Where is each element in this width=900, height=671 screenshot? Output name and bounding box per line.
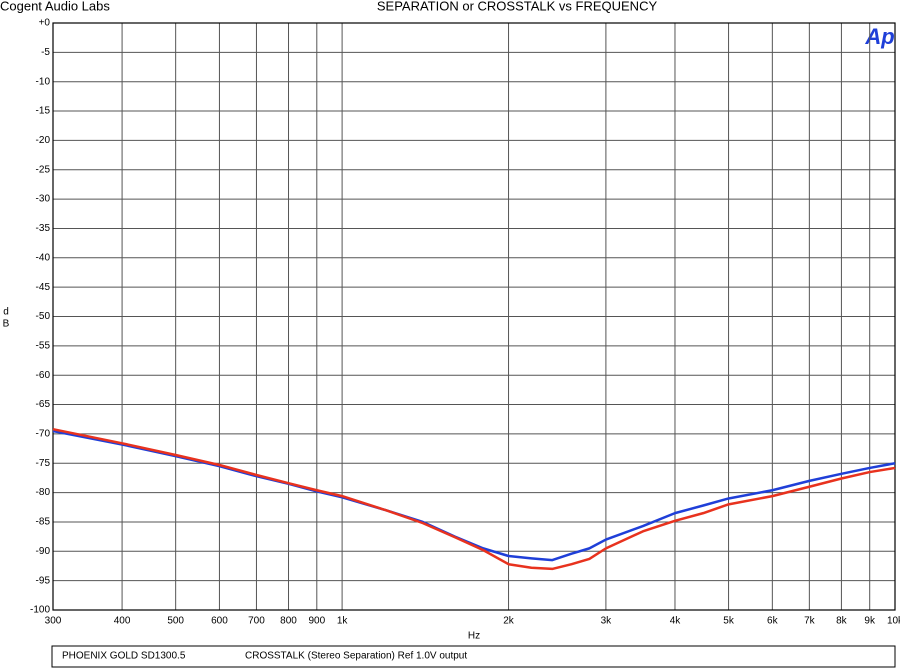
- x-tick-label: 500: [167, 616, 184, 627]
- y-tick-label: +0: [39, 18, 51, 29]
- y-label: d: [3, 307, 9, 318]
- y-tick-label: -75: [36, 458, 51, 469]
- footer-text: PHOENIX GOLD SD1300.5: [62, 651, 186, 662]
- footer-text: CROSSTALK (Stereo Separation) Ref 1.0V o…: [245, 651, 467, 662]
- x-tick-label: 8k: [836, 616, 848, 627]
- y-tick-label: -95: [36, 575, 51, 586]
- y-label: B: [3, 319, 10, 330]
- y-tick-label: -40: [36, 252, 51, 263]
- x-tick-label: 400: [114, 616, 131, 627]
- x-tick-label: 10k: [887, 616, 900, 627]
- y-tick-label: -80: [36, 487, 51, 498]
- y-tick-label: -5: [41, 47, 50, 58]
- y-tick-label: -90: [36, 546, 51, 557]
- x-tick-label: 600: [211, 616, 228, 627]
- y-tick-label: -20: [36, 135, 51, 146]
- y-tick-label: -55: [36, 340, 51, 351]
- x-tick-label: 6k: [767, 616, 779, 627]
- x-label: Hz: [468, 631, 480, 642]
- x-tick-label: 4k: [670, 616, 682, 627]
- y-tick-label: -70: [36, 429, 51, 440]
- header: Cogent Audio Labs: [0, 0, 110, 13]
- y-tick-label: -15: [36, 106, 51, 117]
- logo: Ap: [864, 24, 894, 49]
- x-tick-label: 1k: [337, 616, 349, 627]
- y-tick-label: -50: [36, 311, 51, 322]
- y-tick-label: -60: [36, 370, 51, 381]
- x-tick-label: 300: [45, 616, 62, 627]
- chart-title: SEPARATION or CROSSTALK vs FREQUENCY: [377, 0, 658, 13]
- x-tick-label: 2k: [503, 616, 515, 627]
- x-tick-label: 900: [308, 616, 325, 627]
- y-tick-label: -65: [36, 399, 51, 410]
- x-tick-label: 800: [280, 616, 297, 627]
- y-tick-label: -45: [36, 282, 51, 293]
- y-tick-label: -30: [36, 194, 51, 205]
- footer-box: [51, 645, 896, 668]
- y-tick-label: -10: [36, 76, 51, 87]
- y-tick-label: -25: [36, 164, 51, 175]
- y-tick-label: -35: [36, 223, 51, 234]
- plot-frame: [52, 22, 896, 611]
- x-tick-label: 5k: [723, 616, 735, 627]
- x-tick-label: 7k: [804, 616, 816, 627]
- x-tick-label: 3k: [601, 616, 613, 627]
- y-tick-label: -85: [36, 517, 51, 528]
- x-tick-label: 9k: [864, 616, 876, 627]
- series-line: [52, 427, 896, 571]
- x-tick-label: 700: [248, 616, 265, 627]
- y-tick-label: -100: [30, 605, 50, 616]
